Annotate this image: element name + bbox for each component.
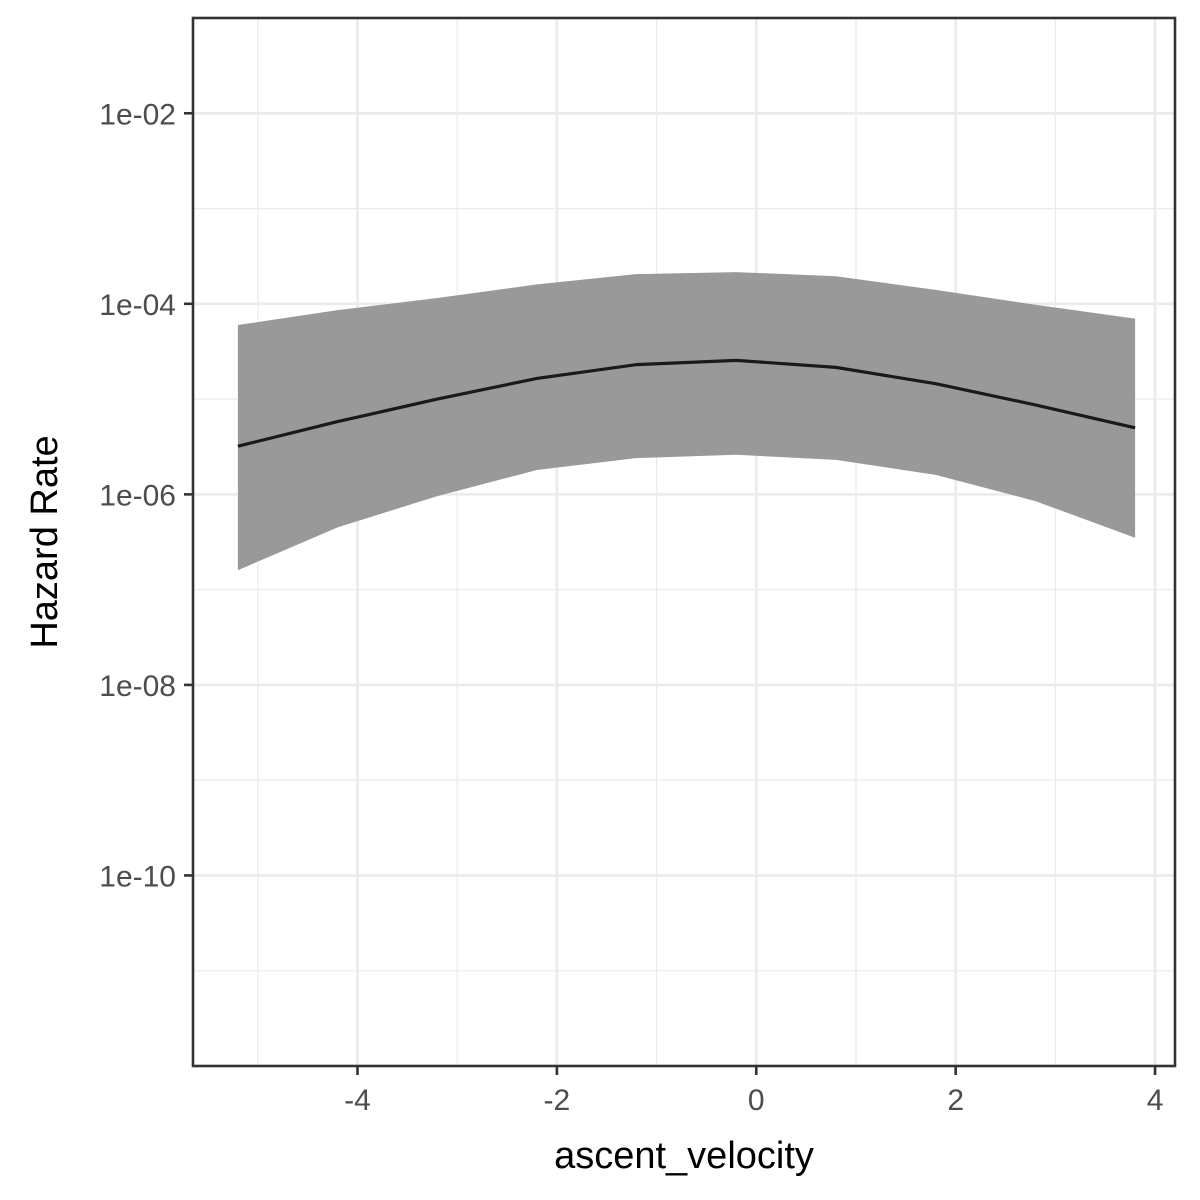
- x-axis-ticks: -4 -2 0 2 4: [344, 1066, 1163, 1117]
- y-axis-ticks: 1e-10 1e-08 1e-06 1e-04 1e-02: [99, 98, 193, 893]
- hazard-rate-line: [237, 358, 1136, 448]
- x-tick-label: -4: [344, 1084, 371, 1117]
- panel-border: [191, 16, 1177, 1068]
- y-axis-title: Hazard Rate: [24, 435, 66, 648]
- x-axis-title: ascent_velocity: [554, 1135, 814, 1177]
- y-tick-label: 1e-10: [99, 860, 176, 893]
- y-tick-label: 1e-08: [99, 670, 176, 703]
- y-tick-label: 1e-04: [99, 289, 176, 322]
- confidence-ribbon: [237, 272, 1136, 571]
- x-tick-label: 0: [748, 1084, 765, 1117]
- x-tick-label: -2: [544, 1084, 571, 1117]
- x-tick-label: 4: [1147, 1084, 1164, 1117]
- y-tick-label: 1e-06: [99, 479, 176, 512]
- panel-background: [193, 18, 1175, 1066]
- x-tick-label: 2: [947, 1084, 964, 1117]
- y-tick-label: 1e-02: [99, 98, 176, 131]
